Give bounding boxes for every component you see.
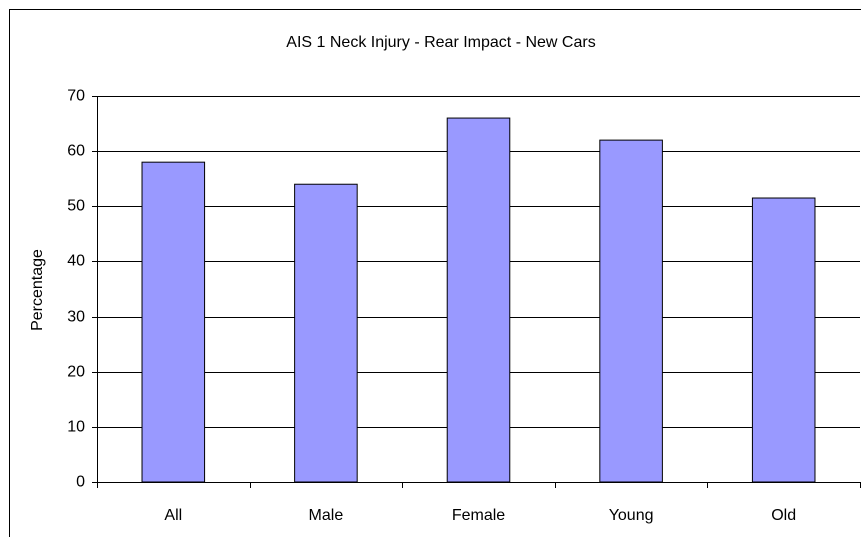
- x-tick-label: Female: [452, 507, 505, 524]
- y-axis-label: Percentage: [29, 249, 46, 331]
- y-tick-label: 50: [67, 198, 85, 215]
- chart-title: AIS 1 Neck Injury - Rear Impact - New Ca…: [286, 34, 595, 51]
- x-tick-label: Old: [771, 507, 796, 524]
- bar: [599, 139, 663, 483]
- y-tick-label: 30: [67, 309, 85, 326]
- bar: [294, 183, 358, 483]
- y-tick-label: 40: [67, 253, 85, 270]
- bar: [751, 197, 816, 483]
- x-tick-label: Young: [609, 507, 654, 524]
- chart-frame: [9, 9, 861, 537]
- x-tick-label: All: [164, 507, 182, 524]
- bar: [446, 117, 511, 483]
- y-tick-label: 10: [67, 419, 85, 436]
- y-tick-label: 0: [76, 474, 85, 491]
- y-tick-label: 70: [67, 88, 85, 105]
- x-tick-label: Male: [309, 507, 344, 524]
- y-tick-label: 60: [67, 143, 85, 160]
- y-tick-label: 20: [67, 364, 85, 381]
- bar: [141, 161, 206, 483]
